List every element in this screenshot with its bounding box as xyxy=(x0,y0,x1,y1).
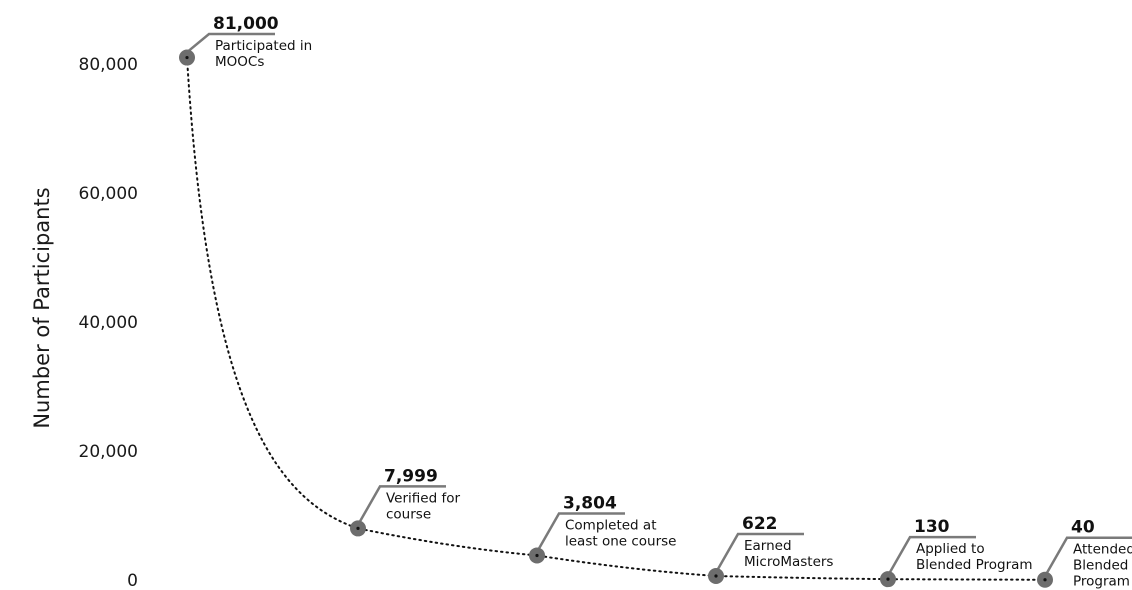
y-axis-label: Number of Participants xyxy=(30,187,54,428)
leader-line xyxy=(358,485,446,523)
data-point-center xyxy=(714,574,718,578)
leader-line xyxy=(537,512,625,550)
data-description-label: Completed at xyxy=(565,517,657,533)
y-tick-label: 80,000 xyxy=(79,55,138,75)
data-point-center xyxy=(886,577,890,581)
y-tick-label: 60,000 xyxy=(79,184,138,204)
trend-curve xyxy=(186,56,1046,581)
data-description-label: MOOCs xyxy=(215,54,264,70)
leader-line xyxy=(888,535,976,573)
data-description-label: MicroMasters xyxy=(744,554,833,570)
data-value-label: 3,804 xyxy=(563,493,617,513)
data-description-label: Earned xyxy=(744,538,792,554)
data-value-label: 40 xyxy=(1071,518,1095,538)
data-description-label: Applied to xyxy=(916,541,985,557)
data-point-center xyxy=(535,553,539,558)
data-point-center xyxy=(1043,578,1047,582)
data-description-label: Blended xyxy=(1073,558,1128,574)
data-description-label: Verified for xyxy=(386,490,460,506)
data-value-label: 622 xyxy=(742,514,778,534)
data-description-label: Program xyxy=(1073,574,1130,590)
leader-line xyxy=(716,532,804,570)
data-description-label: least one course xyxy=(565,533,677,549)
data-description-label: Participated in xyxy=(215,38,312,54)
data-value-label: 81,000 xyxy=(213,14,279,34)
leader-line xyxy=(188,32,275,52)
y-axis-ticks: 0 20,000 40,000 60,000 80,000 xyxy=(79,55,138,590)
y-tick-label: 40,000 xyxy=(79,313,138,333)
data-point-center xyxy=(185,55,189,60)
data-value-label: 7,999 xyxy=(384,466,438,486)
leader-line xyxy=(1045,536,1132,574)
data-description-label: course xyxy=(386,506,431,522)
y-tick-label: 0 xyxy=(127,571,138,590)
data-description-label: Blended Program xyxy=(916,557,1033,573)
data-description-label: Attended xyxy=(1073,542,1132,558)
y-tick-label: 20,000 xyxy=(79,442,138,462)
data-value-label: 130 xyxy=(914,517,950,537)
data-point-center xyxy=(356,526,360,531)
